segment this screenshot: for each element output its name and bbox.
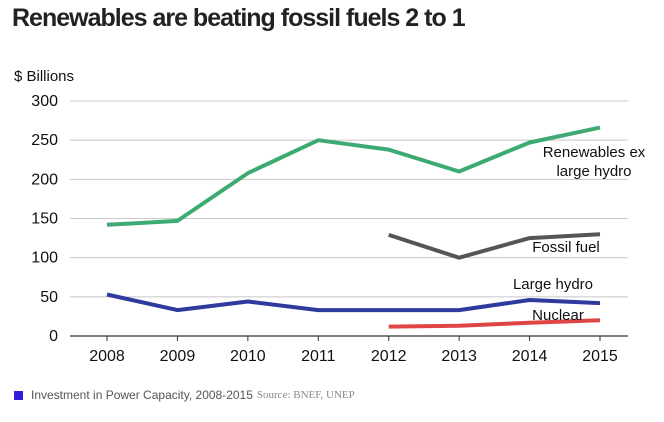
series-line — [388, 318, 601, 329]
series-label: Nuclear — [532, 307, 584, 324]
y-tick-label: 50 — [40, 289, 58, 306]
legend-square-icon — [14, 390, 23, 400]
x-tick-label: 2008 — [89, 348, 125, 365]
y-tick-label: 0 — [49, 328, 58, 345]
series-lines — [106, 125, 601, 329]
x-tick-label: 2009 — [160, 348, 196, 365]
y-axis-unit-label: $ Billions — [14, 68, 74, 85]
y-tick-label: 100 — [31, 250, 58, 267]
axis-ticks: 0 50 100 150 200 250 300 2008 2009 2010 2011 2012 20… — [31, 93, 618, 365]
series-label: Large hydro — [513, 276, 593, 293]
chart-title: Renewables are beating fossil fuels 2 to… — [12, 4, 466, 32]
footer-caption: Investment in Power Capacity, 2008-2015 — [31, 388, 253, 402]
x-tick-label: 2014 — [512, 348, 548, 365]
series-line — [106, 125, 601, 227]
x-tick-label: 2010 — [230, 348, 266, 365]
series-label: Renewables ex — [543, 144, 646, 161]
series-label: Fossil fuel — [532, 239, 600, 256]
series-label: large hydro — [556, 163, 631, 180]
x-tick-label: 2015 — [582, 348, 618, 365]
x-tick-label: 2011 — [301, 348, 336, 365]
y-tick-label: 200 — [31, 171, 58, 188]
y-tick-label: 250 — [31, 132, 58, 149]
y-tick-label: 150 — [31, 211, 58, 228]
y-tick-label: 300 — [31, 93, 58, 110]
series-labels: Renewables ex large hydro Fossil fuel Large… — [513, 144, 646, 324]
line-chart: $ Billions 0 50 100 150 200 250 300 2008 2009 201… — [14, 68, 646, 365]
series-line — [388, 232, 601, 260]
chart-footer: Investment in Power Capacity, 2008-2015 … — [14, 388, 355, 402]
x-tick-label: 2013 — [441, 348, 477, 365]
footer-source: Source: BNEF, UNEP — [256, 389, 355, 401]
series-line — [106, 292, 601, 313]
x-tick-label: 2012 — [371, 348, 407, 365]
